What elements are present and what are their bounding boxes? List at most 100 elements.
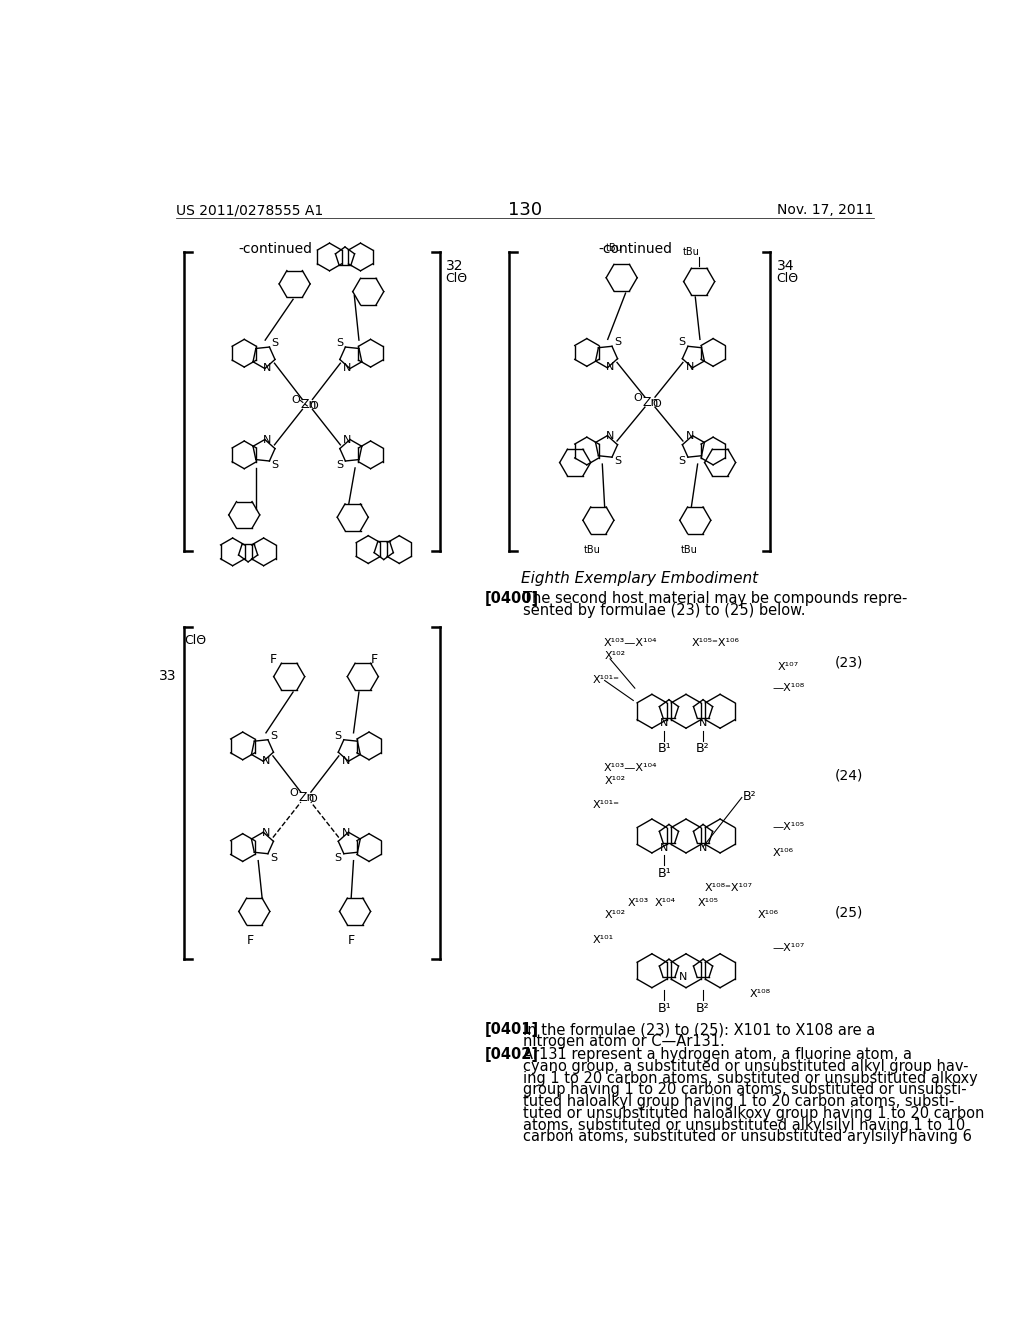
Text: O: O xyxy=(652,399,660,409)
Text: F: F xyxy=(247,935,254,948)
Text: X¹⁰³—X¹⁰⁴: X¹⁰³—X¹⁰⁴ xyxy=(603,763,657,774)
Text: tuted or unsubstituted haloalkoxy group having 1 to 20 carbon: tuted or unsubstituted haloalkoxy group … xyxy=(523,1106,985,1121)
Text: —X¹⁰⁷: —X¹⁰⁷ xyxy=(773,942,805,953)
Text: X¹⁰⁴: X¹⁰⁴ xyxy=(655,898,676,908)
Text: 34: 34 xyxy=(776,259,795,272)
Text: B²: B² xyxy=(696,742,710,755)
Text: group having 1 to 20 carbon atoms, substituted or unsubsti-: group having 1 to 20 carbon atoms, subst… xyxy=(523,1082,967,1097)
Text: N: N xyxy=(686,362,694,372)
Text: [0401]: [0401] xyxy=(484,1022,539,1038)
Text: B¹: B¹ xyxy=(657,867,671,880)
Text: N: N xyxy=(343,436,351,445)
Text: X¹⁰⁶: X¹⁰⁶ xyxy=(773,847,794,858)
Text: ClΘ: ClΘ xyxy=(776,272,799,285)
Text: Nov. 17, 2011: Nov. 17, 2011 xyxy=(777,203,873,216)
Text: S: S xyxy=(679,338,686,347)
Text: B¹: B¹ xyxy=(657,742,671,755)
Text: tBu: tBu xyxy=(605,243,623,253)
Text: X¹⁰⁵⁼X¹⁰⁶: X¹⁰⁵⁼X¹⁰⁶ xyxy=(691,639,739,648)
Text: X¹⁰¹⁼: X¹⁰¹⁼ xyxy=(593,800,620,810)
Text: (24): (24) xyxy=(835,768,862,783)
Text: In the formulae (23) to (25): X101 to X108 are a: In the formulae (23) to (25): X101 to X1… xyxy=(523,1022,876,1038)
Text: B²: B² xyxy=(742,789,757,803)
Text: S: S xyxy=(271,459,279,470)
Text: Zn: Zn xyxy=(643,396,659,409)
Text: N: N xyxy=(606,432,614,441)
Text: X¹⁰³: X¹⁰³ xyxy=(628,898,649,908)
Text: cyano group, a substituted or unsubstituted alkyl group hav-: cyano group, a substituted or unsubstitu… xyxy=(523,1059,969,1074)
Text: Zn: Zn xyxy=(299,791,314,804)
Text: S: S xyxy=(335,731,342,741)
Text: X¹⁰¹: X¹⁰¹ xyxy=(593,935,614,945)
Text: 130: 130 xyxy=(508,201,542,219)
Text: X¹⁰²: X¹⁰² xyxy=(604,776,626,785)
Text: N: N xyxy=(660,718,669,727)
Text: [0402]: [0402] xyxy=(484,1047,539,1063)
Text: ClΘ: ClΘ xyxy=(445,272,468,285)
Text: B²: B² xyxy=(696,1002,710,1015)
Text: atoms, substituted or unsubstituted alkylsilyl having 1 to 10: atoms, substituted or unsubstituted alky… xyxy=(523,1118,966,1133)
Text: —X¹⁰⁵: —X¹⁰⁵ xyxy=(773,822,805,832)
Text: N: N xyxy=(686,432,694,441)
Text: US 2011/0278555 A1: US 2011/0278555 A1 xyxy=(176,203,324,216)
Text: O: O xyxy=(308,795,316,804)
Text: O: O xyxy=(291,395,300,405)
Text: (25): (25) xyxy=(835,906,862,919)
Text: N: N xyxy=(660,842,669,853)
Text: -continued: -continued xyxy=(239,242,312,256)
Text: F: F xyxy=(347,935,354,948)
Text: O: O xyxy=(309,401,318,412)
Text: O: O xyxy=(290,788,298,797)
Text: N: N xyxy=(262,828,270,838)
Text: X¹⁰³—X¹⁰⁴: X¹⁰³—X¹⁰⁴ xyxy=(603,639,657,648)
Text: N: N xyxy=(698,842,708,853)
Text: X¹⁰⁵: X¹⁰⁵ xyxy=(697,898,718,908)
Text: 33: 33 xyxy=(159,669,176,682)
Text: nitrogen atom or C—Ar131.: nitrogen atom or C—Ar131. xyxy=(523,1034,725,1049)
Text: (23): (23) xyxy=(835,655,862,669)
Text: N: N xyxy=(262,755,270,766)
Text: Ar131 represent a hydrogen atom, a fluorine atom, a: Ar131 represent a hydrogen atom, a fluor… xyxy=(523,1047,912,1063)
Text: tBu: tBu xyxy=(681,545,697,554)
Text: S: S xyxy=(270,731,278,741)
Text: B¹: B¹ xyxy=(657,1002,671,1015)
Text: ing 1 to 20 carbon atoms, substituted or unsubstituted alkoxy: ing 1 to 20 carbon atoms, substituted or… xyxy=(523,1071,978,1085)
Text: S: S xyxy=(336,459,343,470)
Text: Eighth Exemplary Embodiment: Eighth Exemplary Embodiment xyxy=(521,572,758,586)
Text: N: N xyxy=(263,436,271,445)
Text: sented by formulae (23) to (25) below.: sented by formulae (23) to (25) below. xyxy=(523,603,806,618)
Text: The second host material may be compounds repre-: The second host material may be compound… xyxy=(523,591,907,606)
Text: carbon atoms, substituted or unsubstituted arylsilyl having 6: carbon atoms, substituted or unsubstitut… xyxy=(523,1129,972,1144)
Text: —X¹⁰⁸: —X¹⁰⁸ xyxy=(773,684,805,693)
Text: X¹⁰⁸⁼X¹⁰⁷: X¹⁰⁸⁼X¹⁰⁷ xyxy=(705,883,753,894)
Text: ClΘ: ClΘ xyxy=(183,635,206,647)
Text: tBu: tBu xyxy=(584,545,601,554)
Text: F: F xyxy=(270,653,278,667)
Text: X¹⁰²: X¹⁰² xyxy=(604,651,626,661)
Text: N: N xyxy=(342,828,350,838)
Text: N: N xyxy=(679,972,687,982)
Text: S: S xyxy=(335,853,342,862)
Text: S: S xyxy=(270,853,278,862)
Text: N: N xyxy=(342,755,350,766)
Text: -continued: -continued xyxy=(599,242,673,256)
Text: N: N xyxy=(263,363,271,372)
Text: S: S xyxy=(614,455,622,466)
Text: S: S xyxy=(614,338,622,347)
Text: X¹⁰⁶: X¹⁰⁶ xyxy=(758,911,778,920)
Text: N: N xyxy=(698,718,708,727)
Text: N: N xyxy=(343,363,351,372)
Text: tuted haloalkyl group having 1 to 20 carbon atoms, substi-: tuted haloalkyl group having 1 to 20 car… xyxy=(523,1094,954,1109)
Text: X¹⁰⁷: X¹⁰⁷ xyxy=(777,661,799,672)
Text: 32: 32 xyxy=(445,259,463,272)
Text: X¹⁰¹⁼: X¹⁰¹⁼ xyxy=(593,676,620,685)
Text: X¹⁰²: X¹⁰² xyxy=(604,911,626,920)
Text: S: S xyxy=(336,338,343,348)
Text: N: N xyxy=(606,362,614,372)
Text: O: O xyxy=(634,393,642,403)
Text: [0400]: [0400] xyxy=(484,591,539,606)
Text: S: S xyxy=(679,455,686,466)
Text: X¹⁰⁸: X¹⁰⁸ xyxy=(750,989,770,999)
Text: Zn: Zn xyxy=(300,397,316,411)
Text: S: S xyxy=(271,338,279,348)
